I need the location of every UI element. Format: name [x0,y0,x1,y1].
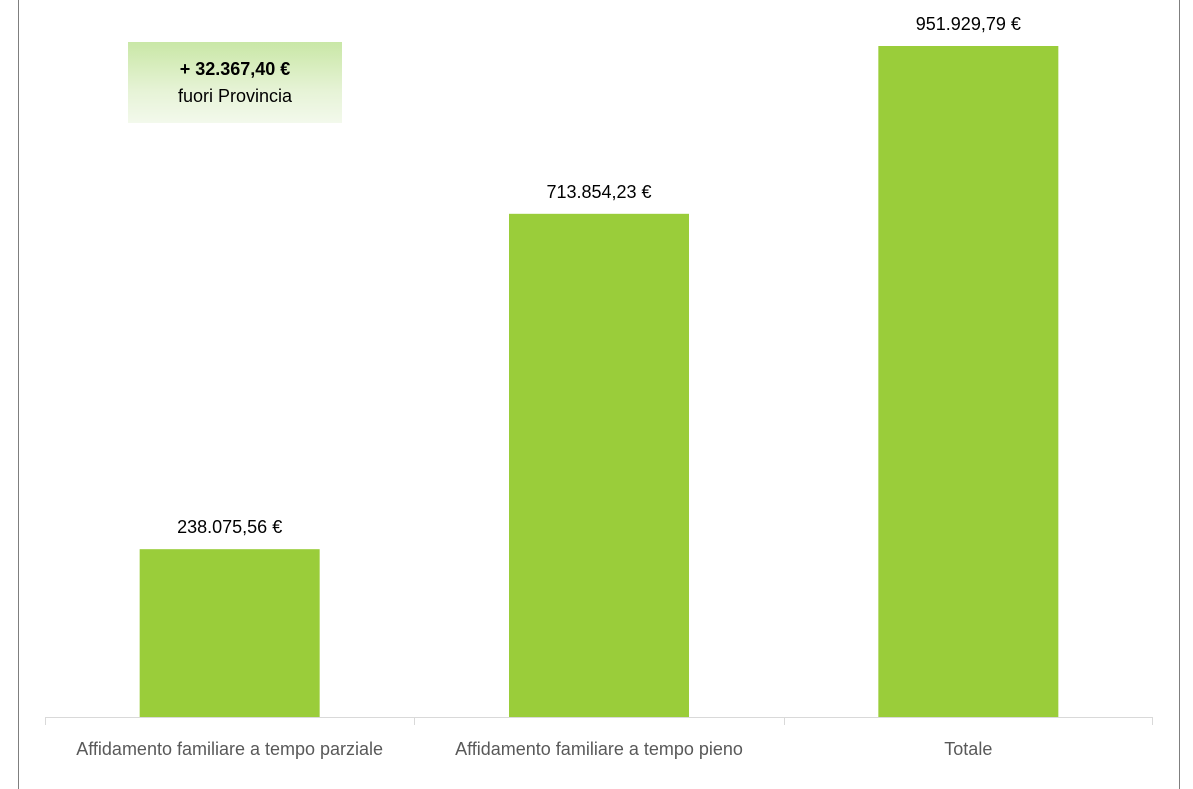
value-label: 713.854,23 € [546,182,651,202]
x-tick-label: Affidamento familiare a tempo parziale [76,739,384,759]
bar [509,213,689,718]
bar [139,549,320,717]
annotation: + 32.367,40 € fuori Provincia [128,42,342,123]
value-label: 238.075,56 € [177,517,282,537]
bar [878,46,1059,717]
annotation-text: fuori Provincia [177,86,293,106]
value-label: 951.929,79 € [916,14,1021,34]
annotation-amount: + 32.367,40 € [179,59,291,79]
x-axis-ticks [45,717,1153,725]
x-tick-label: Totale [944,739,993,759]
x-tick-label: Affidamento familiare a tempo pieno [455,739,743,759]
